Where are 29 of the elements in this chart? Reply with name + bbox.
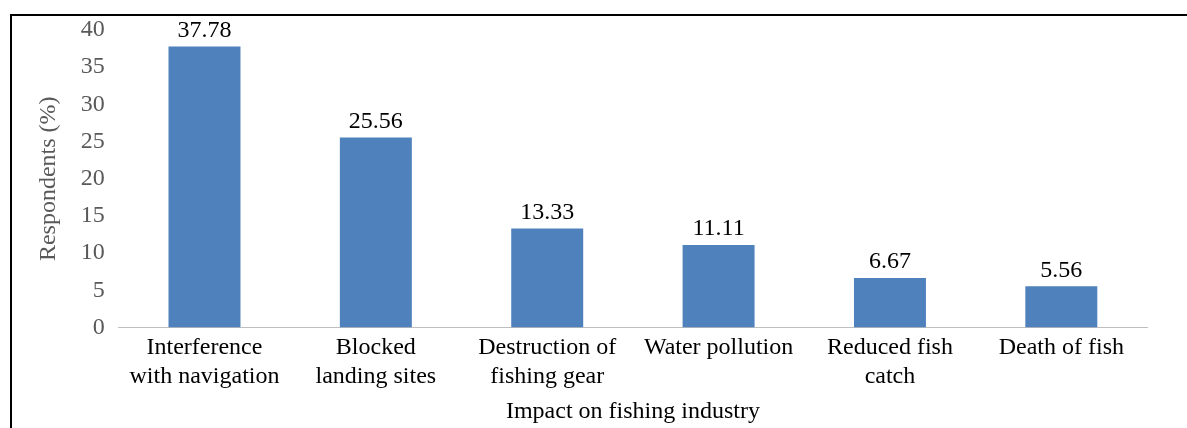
y-tick-label: 30 (80, 89, 105, 116)
bar (511, 228, 584, 328)
x-tick-label: Death of fish (998, 333, 1124, 360)
data-label: 11.11 (692, 214, 745, 241)
data-label: 13.33 (520, 197, 575, 224)
data-label: 6.67 (868, 247, 911, 274)
bar (853, 277, 926, 328)
y-axis-title: Respondents (%) (33, 96, 60, 262)
y-tick-label: 40 (80, 15, 105, 42)
y-tick-label: 35 (80, 52, 105, 79)
bar (1025, 286, 1098, 328)
x-tick-label: Destruction of fishing gear (478, 333, 617, 389)
bar (168, 46, 241, 328)
y-tick-label: 25 (80, 126, 105, 153)
x-tick-label: Blocked landing sites (315, 333, 437, 389)
y-tick-label: 10 (80, 238, 105, 265)
y-tick-label: 20 (80, 164, 105, 191)
bar (682, 244, 755, 328)
y-tick-label: 5 (92, 275, 105, 302)
x-axis-title: Impact on fishing industry (505, 396, 760, 423)
bar (339, 137, 412, 328)
x-tick-label: Water pollution (643, 333, 794, 360)
y-tick-label: 15 (80, 201, 105, 228)
data-label: 25.56 (348, 106, 403, 133)
x-tick-label: Interference with navigation (129, 333, 280, 389)
y-tick-label: 0 (92, 312, 105, 339)
data-label: 5.56 (1040, 255, 1083, 282)
data-label: 37.78 (177, 15, 232, 42)
x-tick-label: Reduced fish catch (826, 333, 953, 389)
